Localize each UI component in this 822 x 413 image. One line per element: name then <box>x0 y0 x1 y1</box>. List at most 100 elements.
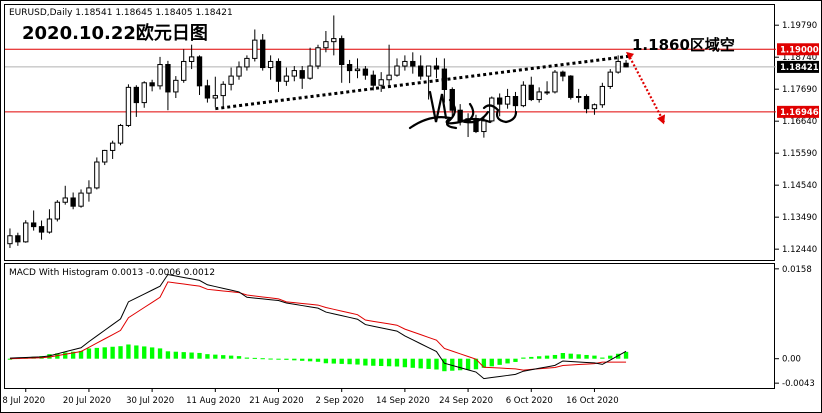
macd-histogram-bar <box>197 352 202 359</box>
macd-histogram-bar <box>450 358 455 371</box>
macd-histogram-bar <box>600 357 605 359</box>
candle-up <box>54 201 61 220</box>
candle-up <box>489 97 495 122</box>
candle-up <box>94 161 100 189</box>
price-tick-label: 1.17690 <box>782 85 817 95</box>
macd-histogram-bar <box>529 356 534 359</box>
macd-histogram-bar <box>339 358 344 364</box>
candle-up <box>86 187 92 194</box>
horizontal-levels <box>5 48 776 113</box>
macd-histogram-bar <box>552 354 558 359</box>
candle-up <box>354 68 361 72</box>
candle-up <box>236 66 242 77</box>
macd-histogram-bar <box>118 346 123 359</box>
candle-down <box>362 68 369 76</box>
price-tick-label: 1.19790 <box>782 21 817 31</box>
candle-up <box>425 65 432 77</box>
candle-down <box>149 82 155 87</box>
macd-histogram-bar <box>260 358 265 360</box>
price-tick-label: 1.18740 <box>782 53 817 63</box>
candle-up <box>283 75 290 82</box>
macd-histogram-bar <box>410 358 415 368</box>
trendline[interactable] <box>215 54 633 111</box>
price-label-text: 1.16946 <box>780 108 819 118</box>
macd-histogram-bar <box>608 355 613 359</box>
macd-histogram-bar <box>268 358 273 360</box>
candle-up <box>173 79 179 93</box>
macd-histogram-bar <box>536 356 542 359</box>
candle-up <box>117 124 124 144</box>
macd-histogram-bar <box>442 358 447 372</box>
macd-line <box>9 273 627 380</box>
macd-histogram-bar <box>331 358 336 364</box>
candle-down <box>568 75 574 98</box>
level-note: 1.1860区域空 <box>632 36 735 54</box>
macd-histogram-bar <box>157 348 163 359</box>
macd-histogram-bar <box>576 354 581 359</box>
candle-up <box>607 71 613 87</box>
candle-down <box>418 65 424 77</box>
macd-histogram-bar <box>94 347 100 359</box>
macd-histogram-bar <box>505 358 510 364</box>
candle-up <box>615 60 621 73</box>
macd-histogram-bar <box>465 358 471 370</box>
candle-down <box>299 70 305 79</box>
candle-down <box>528 84 534 101</box>
candle-up <box>386 74 392 81</box>
candle-down <box>204 85 211 99</box>
macd-histogram-bar <box>568 353 573 359</box>
macd-histogram-bar <box>7 358 13 360</box>
macd-histogram-bar <box>560 353 566 359</box>
macd-histogram-bar <box>513 358 518 362</box>
candle-up <box>544 91 550 94</box>
candle-up <box>181 60 187 81</box>
candle-up <box>599 85 606 106</box>
candle-up <box>323 41 329 49</box>
macd-histogram-bar <box>213 354 218 359</box>
candle-up <box>157 64 163 87</box>
arrow-shaft <box>627 53 666 123</box>
date-tick-label: 11 Aug 2020 <box>186 396 240 406</box>
candle-up <box>378 79 384 86</box>
candle-up <box>504 96 511 105</box>
candle-up <box>78 192 84 207</box>
candle-down <box>583 96 590 110</box>
macd-histogram-bar <box>379 358 384 367</box>
macd-histogram-bar <box>592 355 597 359</box>
macd-histogram-bar <box>386 358 392 367</box>
macd-histogram-bar <box>236 356 242 359</box>
macd-label: MACD With Histogram 0.0013 -0.0006 0.001… <box>9 268 215 278</box>
macd-histogram-bar <box>355 358 360 365</box>
macd-pane-border <box>4 263 775 389</box>
candle-down <box>623 62 629 68</box>
candle-down <box>30 222 37 228</box>
macd-histogram-bar <box>86 348 92 359</box>
candle-up <box>315 47 321 67</box>
macd-histogram-bar <box>102 347 107 359</box>
arrow-head <box>657 114 666 125</box>
projection-arrow <box>626 51 666 125</box>
macd-histogram-bar <box>623 351 629 359</box>
macd-histogram-bar <box>402 358 408 368</box>
macd-histogram-bar <box>63 352 68 359</box>
macd-histogram-bar <box>584 354 589 359</box>
macd-histogram-bar <box>173 351 178 359</box>
candle-down <box>15 235 21 243</box>
macd-histogram-bar <box>521 357 526 359</box>
date-tick-label: 16 Oct 2020 <box>566 396 619 406</box>
date-tick-label: 14 Sep 2020 <box>376 396 430 406</box>
candle-up <box>102 149 108 163</box>
macd-histogram-bar <box>244 357 250 359</box>
candle-up <box>394 65 400 76</box>
candle-down <box>560 71 566 77</box>
macd-histogram-bar <box>300 358 305 361</box>
candle-up <box>591 104 598 110</box>
candle-up <box>481 120 487 133</box>
macd-pane: 0.0158 0.00 -0.0043 <box>7 265 815 389</box>
candle-up <box>291 70 297 77</box>
macd-histogram-bar <box>134 345 139 359</box>
price-tick-label: 1.16640 <box>782 117 817 127</box>
candle-down <box>512 96 519 107</box>
candle-up <box>267 60 274 69</box>
